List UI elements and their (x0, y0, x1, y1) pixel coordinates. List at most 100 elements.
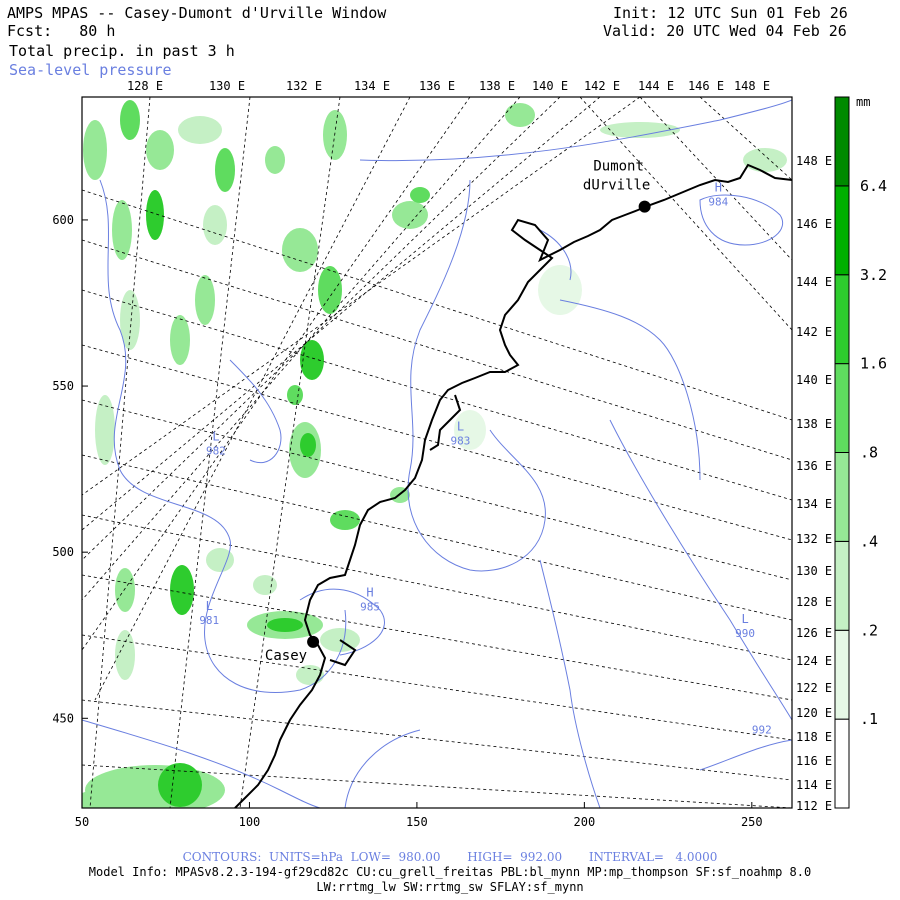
colorbar-bin (834, 96, 850, 187)
top-longitude-labels: 128 E 130 E 132 E 134 E 136 E 138 E 140 E 142 E… (127, 79, 770, 93)
meridian-line (82, 97, 641, 496)
top-longitude-label: 142 E (584, 79, 620, 93)
contour-line (609, 419, 792, 721)
meridian-line (169, 97, 251, 808)
meridian-line (94, 97, 411, 701)
precip-patch (318, 266, 342, 314)
right-longitude-label: 134 E (796, 497, 832, 511)
forecast-hour: Fcst: 80 h (7, 22, 115, 40)
map-frame (81, 96, 793, 809)
colorbar-unit: mm (856, 96, 870, 109)
parallel-line (82, 764, 792, 808)
precip-patch (282, 228, 318, 272)
station-label: dUrville (583, 178, 650, 194)
fcst-value: 80 h (79, 22, 116, 40)
colorbar-label: .2 (860, 621, 878, 639)
right-longitude-labels: 148 E 146 E 144 E 142 E 140 E 138 E 136 E 134 E… (796, 154, 832, 813)
parallel-line (82, 699, 792, 781)
right-longitude-label: 148 E (796, 154, 832, 168)
top-longitude-label: 146 E (688, 79, 724, 93)
parallel-line (699, 97, 792, 181)
contour-line (299, 588, 385, 656)
precip-field (82, 100, 787, 808)
precip-patch (265, 146, 285, 174)
precip-patch (410, 187, 430, 203)
precip-patch (115, 568, 135, 612)
right-longitude-label: 112 E (796, 799, 832, 813)
right-longitude-label: 116 E (796, 754, 832, 768)
pressure-contours (82, 99, 792, 808)
pressure-center-value: 985 (360, 601, 380, 614)
pressure-center-type: L (457, 420, 464, 434)
init-value: 12 UTC Sun 01 Feb 26 (667, 4, 848, 22)
right-longitude-label: 146 E (796, 217, 832, 231)
precip-patch (505, 103, 535, 127)
contour-field-name: Sea-level pressure (9, 61, 172, 79)
right-longitude-label: 124 E (796, 654, 832, 668)
precip-patch (95, 395, 115, 465)
precip-patch (203, 205, 227, 245)
top-longitude-label: 128 E (127, 79, 163, 93)
contour-line (407, 179, 546, 572)
top-longitude-label: 134 E (354, 79, 390, 93)
station-markers: Casey Dumont dUrville (265, 159, 651, 664)
y-axis: 450 500 550 600 (52, 213, 88, 725)
right-longitude-label: 130 E (796, 564, 832, 578)
parallel-line (82, 189, 792, 421)
station-label: Casey (265, 648, 307, 664)
colorbar-label: .1 (860, 710, 878, 728)
colorbar-bin (834, 185, 850, 276)
pressure-center-type: L (206, 599, 213, 613)
x-tick-label: 50 (75, 815, 89, 829)
precip-patch (253, 575, 277, 595)
precip-patch (300, 433, 316, 457)
x-tick-label: 100 (239, 815, 261, 829)
pressure-center-value: 983 (451, 435, 471, 448)
precip-patch (120, 290, 140, 350)
x-tick-label: 250 (741, 815, 763, 829)
pressure-center-type: L (212, 430, 219, 444)
top-longitude-label: 136 E (419, 79, 455, 93)
pressure-center-type: L (741, 612, 748, 626)
x-tick-label: 200 (574, 815, 596, 829)
right-longitude-label: 136 E (796, 459, 832, 473)
pressure-center-value: 984 (708, 195, 728, 208)
map-area (82, 97, 792, 808)
contour-line (229, 359, 282, 464)
pressure-center-value: 982 (206, 445, 226, 458)
pressure-center-value: 992 (752, 724, 772, 737)
contour-line (699, 739, 792, 771)
precip-patch (287, 385, 303, 405)
right-longitude-label: 140 E (796, 373, 832, 387)
contour-line (359, 99, 792, 162)
pressure-center-value: 990 (735, 627, 755, 640)
right-longitude-label: 128 E (796, 595, 832, 609)
meridian-line (89, 97, 151, 808)
y-tick-label: 550 (52, 379, 74, 393)
field-name: Total precip. in past 3 h (9, 42, 235, 60)
parallel-line (82, 399, 792, 581)
precip-patch (743, 148, 787, 172)
precip-patch (170, 565, 194, 615)
precip-patch (600, 122, 680, 138)
top-longitude-label: 148 E (734, 79, 770, 93)
precip-patch (330, 510, 360, 530)
colorbar-bin (834, 452, 850, 542)
top-longitude-label: 138 E (479, 79, 515, 93)
contour-line (699, 194, 783, 246)
colorbar-bin (834, 274, 850, 365)
top-longitude-label: 132 E (286, 79, 322, 93)
precip-patch (115, 630, 135, 680)
top-longitude-label: 140 E (532, 79, 568, 93)
pressure-center-type: H (366, 586, 373, 600)
precip-patch (82, 790, 125, 808)
right-longitude-label: 122 E (796, 681, 832, 695)
parallel-line (82, 574, 792, 701)
precip-patch (300, 340, 324, 380)
precip-patch (538, 265, 582, 315)
x-tick-label: 150 (406, 815, 428, 829)
valid-value: 20 UTC Wed 04 Feb 26 (666, 22, 847, 40)
precip-patch (158, 763, 202, 807)
